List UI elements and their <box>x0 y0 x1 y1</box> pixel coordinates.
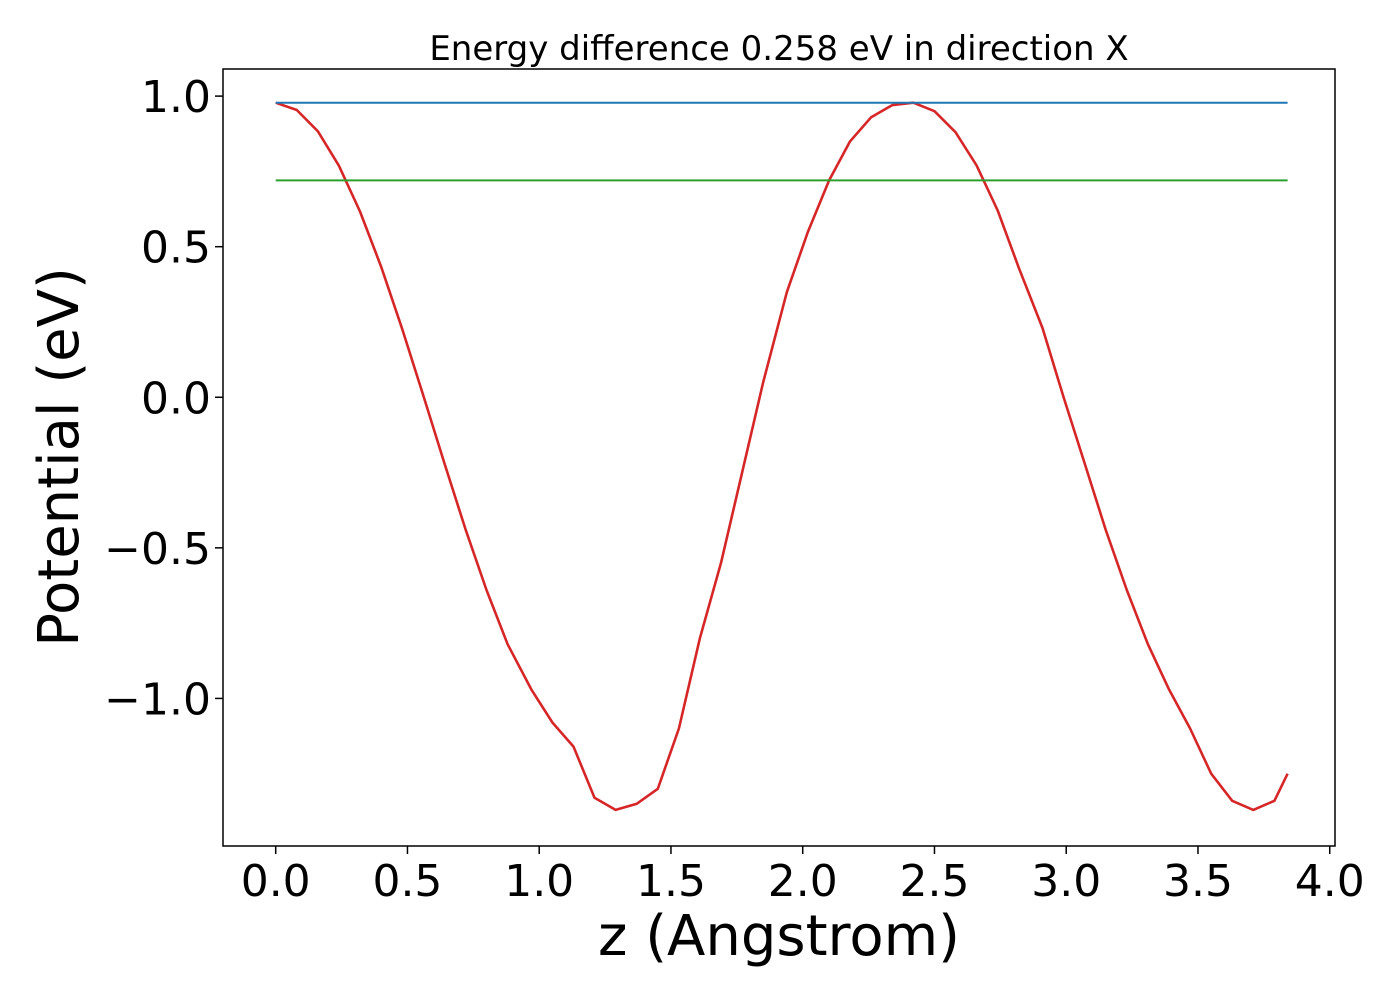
plot-area <box>275 101 1289 812</box>
y-axis-ticks: 1.0 0.5 0.0 −0.5 −1.0 <box>104 72 223 725</box>
x-tick-label-5: 2.5 <box>899 856 969 907</box>
x-tick-label-8: 4.0 <box>1295 856 1365 907</box>
y-tick-label-2: 0.0 <box>141 373 211 424</box>
series-line-0 <box>275 101 1289 812</box>
chart-title: Energy difference 0.258 eV in direction … <box>429 29 1128 69</box>
x-tick-label-6: 3.0 <box>1031 856 1101 907</box>
y-axis-label: Potential (eV) <box>27 267 92 647</box>
x-tick-label-1: 0.5 <box>372 856 442 907</box>
y-tick-label-3: −0.5 <box>104 524 211 575</box>
y-tick-label-1: 0.5 <box>141 223 211 274</box>
x-tick-label-7: 3.5 <box>1163 856 1233 907</box>
plot-frame <box>222 68 1336 847</box>
x-tick-label-4: 2.0 <box>768 856 838 907</box>
x-tick-label-3: 1.5 <box>636 856 706 907</box>
x-tick-label-2: 1.0 <box>504 856 574 907</box>
y-tick-label-0: 1.0 <box>141 72 211 123</box>
x-axis-ticks: 0.0 0.5 1.0 1.5 2.0 2.5 3.0 3.5 4.0 <box>241 846 1365 907</box>
y-tick-label-4: −1.0 <box>104 674 211 725</box>
x-tick-label-0: 0.0 <box>241 856 311 907</box>
x-axis-label: z (Angstrom) <box>598 904 960 969</box>
